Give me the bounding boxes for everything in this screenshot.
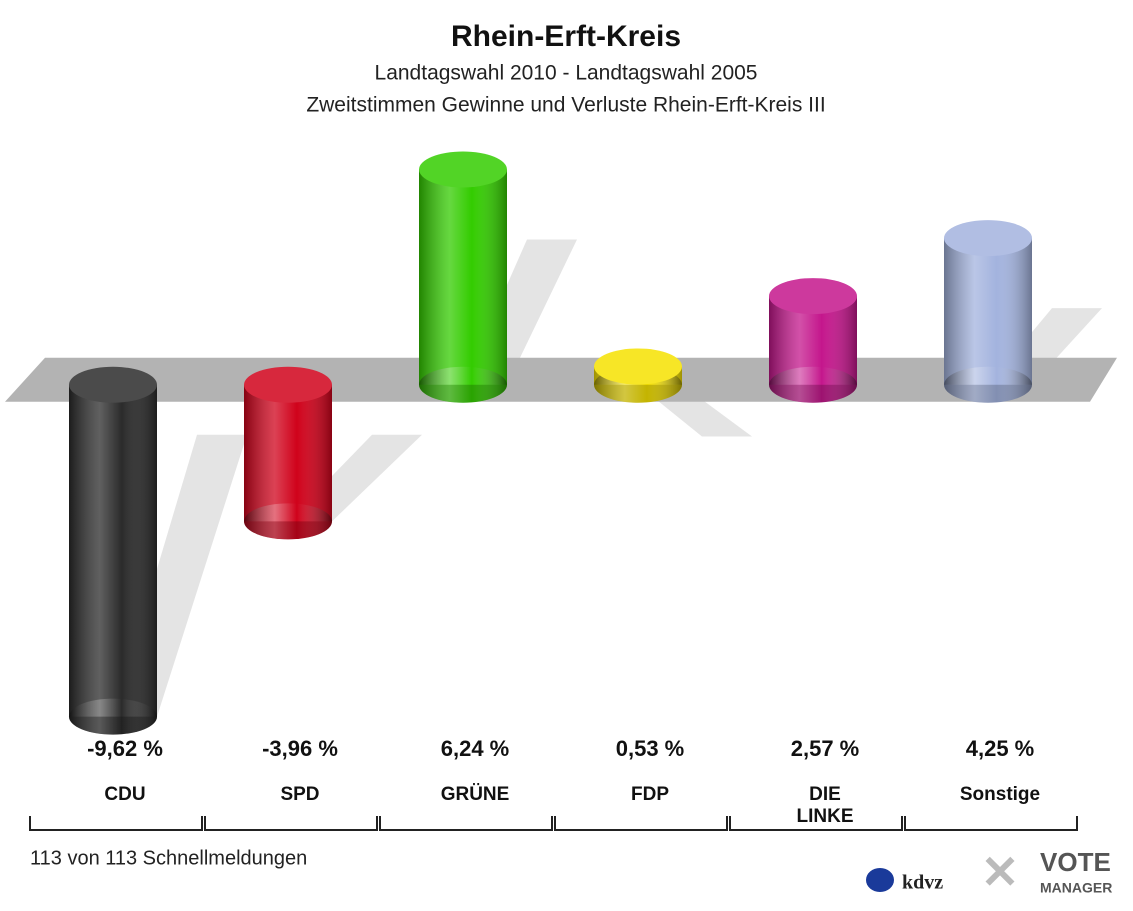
logo-icon [866, 868, 894, 892]
category-bracket [729, 816, 903, 831]
chart-subtitle: Landtagswahl 2010 - Landtagswahl 2005 [375, 62, 758, 85]
bar-top [594, 348, 682, 385]
bar-top [769, 278, 857, 315]
bar-top [244, 366, 332, 403]
logo: MANAGER [1040, 880, 1112, 896]
x-tick-label: DIE LINKE [796, 784, 854, 827]
footer: 113 von 113 Schnellmeldungen [30, 847, 307, 869]
value-label: 2,57 % [791, 736, 860, 761]
bar-top [944, 220, 1032, 257]
bar-shade [419, 169, 507, 385]
bar-shade [944, 238, 1032, 385]
chart-title: Rhein-Erft-Kreis [451, 20, 681, 53]
logo: kdvz [902, 872, 943, 894]
bar-shade [244, 384, 332, 522]
value-label: 6,24 % [441, 736, 510, 761]
x-tick-label: GRÜNE [440, 784, 510, 805]
bar [769, 278, 857, 403]
x-tick-label: Sonstige [959, 784, 1041, 805]
chart-subtitle: Zweitstimmen Gewinne und Verluste Rhein-… [306, 94, 825, 117]
category-bracket [904, 816, 1078, 831]
bar-top [69, 366, 157, 403]
value-label: -9,62 % [87, 736, 163, 761]
x-tick-label: FDP [631, 784, 669, 805]
category-bracket [554, 816, 728, 831]
bar [69, 366, 157, 735]
bar [594, 348, 682, 403]
bar [244, 366, 332, 540]
category-bracket [379, 816, 553, 831]
bar [419, 151, 507, 403]
logo: VOTE [1040, 847, 1111, 877]
value-label: 4,25 % [966, 736, 1035, 761]
category-bracket [204, 816, 378, 831]
bar-top [419, 151, 507, 188]
value-label: -3,96 % [262, 736, 338, 761]
bar-shade [69, 384, 157, 717]
bar [944, 220, 1032, 403]
value-label: 0,53 % [616, 736, 685, 761]
logo-x: ✕ [981, 846, 1020, 898]
x-tick-label: SPD [280, 784, 320, 805]
x-tick-label: CDU [104, 784, 146, 805]
category-bracket [29, 816, 203, 831]
